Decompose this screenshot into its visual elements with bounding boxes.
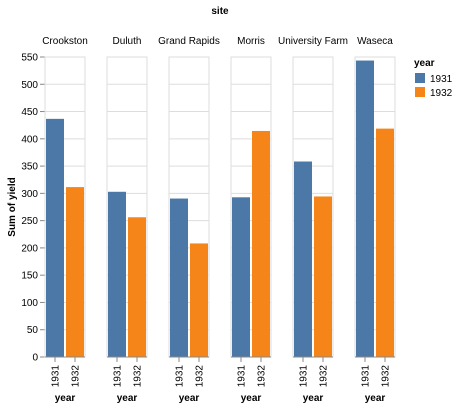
facet-panel: Duluth 1931 1932 year — [106, 36, 148, 404]
facet-title: Crookston — [42, 36, 88, 47]
x-axis-title: year — [55, 393, 76, 404]
bar — [252, 130, 270, 357]
y-tick-label: 550 — [21, 53, 38, 64]
bar — [170, 198, 188, 357]
x-tick-label: 1931 — [237, 365, 248, 388]
legend: year 1931 1932 — [414, 58, 453, 99]
x-tick-label: 1932 — [133, 365, 144, 388]
y-tick-label: 450 — [21, 107, 38, 118]
y-tick-label: 150 — [21, 271, 38, 282]
facet-title: Grand Rapids — [158, 36, 220, 47]
facet-panel: Morris 1931 1932 year — [230, 36, 272, 404]
y-tick-label: 100 — [21, 298, 38, 309]
facet-panels: 0 50 100 150 200 250 300 350 400 450 500 550 Crookst… — [21, 36, 396, 404]
x-axis-title: year — [303, 393, 324, 404]
y-tick-label: 0 — [32, 353, 38, 364]
facet-panel: Crookston 1931 1932 year — [42, 36, 88, 404]
facet-title: Waseca — [357, 36, 393, 47]
bar — [108, 191, 126, 357]
bar — [128, 217, 146, 357]
bar — [356, 60, 374, 357]
x-axis-title: year — [179, 393, 200, 404]
facet-title: Duluth — [113, 36, 142, 47]
x-tick-label: 1931 — [299, 365, 310, 388]
bar — [66, 187, 84, 357]
facet-header-title: site — [211, 6, 229, 17]
x-axis-title: year — [117, 393, 138, 404]
facet-title: University Farm — [278, 36, 348, 47]
bar — [232, 197, 250, 357]
x-axis-title: year — [241, 393, 262, 404]
x-tick-label: 1931 — [175, 365, 186, 388]
legend-swatch — [415, 87, 425, 97]
x-axis-title: year — [365, 393, 386, 404]
x-tick-label: 1931 — [113, 365, 124, 388]
x-tick-label: 1932 — [319, 365, 330, 388]
bar — [314, 196, 332, 357]
y-tick-label: 300 — [21, 189, 38, 200]
y-tick-label: 400 — [21, 134, 38, 145]
x-tick-label: 1932 — [381, 365, 392, 388]
facet-panel: Waseca 1931 1932 year — [354, 36, 396, 404]
x-tick-label: 1932 — [257, 365, 268, 388]
bar — [294, 161, 312, 357]
y-axis-title: Sum of yield — [7, 177, 18, 236]
legend-title: year — [414, 58, 435, 69]
facet-panel: University Farm 1931 1932 year — [278, 36, 348, 404]
bar — [46, 118, 64, 357]
legend-label: 1932 — [430, 88, 453, 99]
legend-swatch — [415, 73, 425, 83]
facet-title: Morris — [237, 36, 265, 47]
y-tick-label: 200 — [21, 243, 38, 254]
facet-panel: Grand Rapids 1931 1932 year — [158, 36, 220, 404]
legend-label: 1931 — [430, 74, 453, 85]
x-tick-label: 1931 — [361, 365, 372, 388]
bar — [376, 128, 394, 357]
y-tick-label: 50 — [27, 325, 39, 336]
y-tick-label: 350 — [21, 162, 38, 173]
bar — [190, 243, 208, 357]
x-tick-label: 1931 — [51, 365, 62, 388]
x-tick-label: 1932 — [195, 365, 206, 388]
x-tick-label: 1932 — [71, 365, 82, 388]
y-tick-label: 250 — [21, 216, 38, 227]
y-tick-label: 500 — [21, 80, 38, 91]
